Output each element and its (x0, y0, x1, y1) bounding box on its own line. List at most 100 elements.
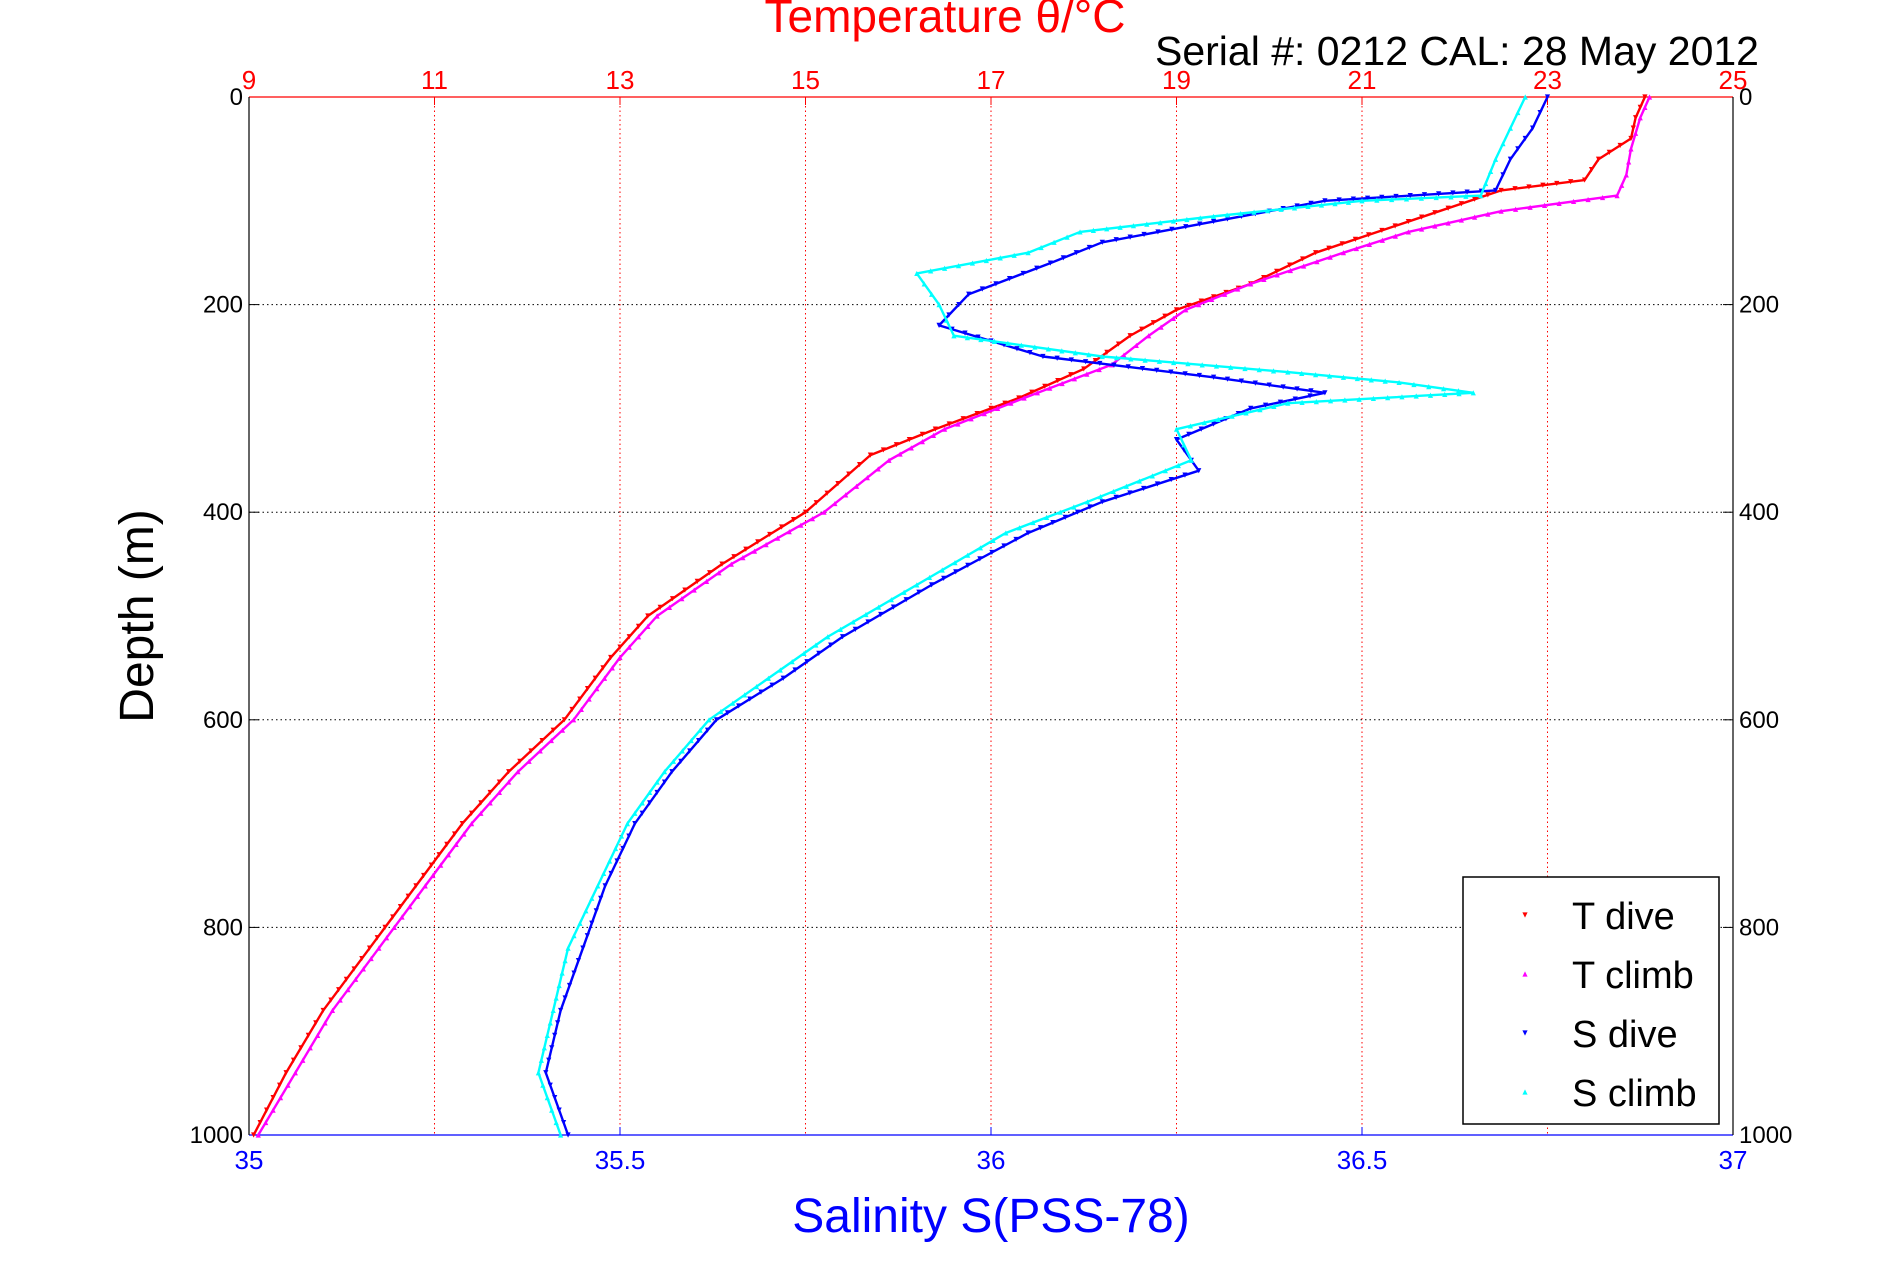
t-dive-marker (264, 1107, 270, 1113)
s-climb-marker (939, 567, 945, 573)
s-climb-marker (742, 692, 748, 698)
s-dive-marker (1379, 194, 1385, 200)
t-climb-marker (1485, 211, 1491, 217)
s-dive-marker (946, 312, 952, 318)
s-dive-marker (546, 1057, 552, 1063)
t-climb-marker (1146, 333, 1152, 339)
t-climb-marker (1327, 254, 1333, 260)
s-dive-marker (1062, 514, 1068, 520)
s-dive-marker (549, 1045, 555, 1051)
s-climb-marker (1492, 156, 1499, 162)
t-climb-marker (1556, 200, 1562, 206)
s-dive-marker (1141, 231, 1147, 238)
s-dive-marker (956, 302, 962, 308)
t-dive-marker (1633, 115, 1639, 121)
s-climb-marker (951, 333, 957, 339)
s-climb-marker (1448, 194, 1454, 200)
s-climb-marker (1313, 372, 1319, 378)
s-climb-marker (553, 1119, 559, 1126)
t-climb-marker (360, 966, 366, 972)
t-dive-marker (1554, 180, 1560, 187)
t-dive-marker (1617, 142, 1623, 149)
depth-tick-label-left: 400 (203, 499, 243, 526)
s-dive-marker (1182, 371, 1188, 377)
t-dive-marker (946, 421, 952, 427)
s-climb-marker (952, 560, 958, 566)
s-climb-marker (1181, 442, 1187, 448)
s-dive-marker (804, 659, 810, 665)
t-climb-marker (487, 800, 493, 806)
legend-box (1462, 876, 1720, 1125)
s-climb-marker (1162, 468, 1168, 474)
t-climb-marker (832, 500, 838, 507)
s-climb-marker (977, 545, 983, 551)
s-dive-marker (571, 970, 577, 976)
t-dive-marker (779, 524, 785, 530)
s-climb-marker (1305, 203, 1311, 210)
s-climb-marker (1478, 193, 1484, 199)
t-dive-marker (517, 758, 523, 764)
t-dive-marker (932, 426, 938, 432)
t-climb-marker (1527, 204, 1533, 210)
s-climb-marker (1326, 373, 1333, 379)
t-dive-marker (1379, 227, 1385, 234)
s-climb-marker (1018, 342, 1024, 348)
t-climb-marker (537, 748, 543, 754)
t-climb-marker (337, 997, 343, 1003)
t-dive-marker (657, 604, 663, 610)
s-dive-marker (1450, 190, 1456, 196)
t-climb-marker (430, 872, 436, 879)
t-dive-marker (320, 1007, 326, 1014)
s-dive-marker (1322, 198, 1328, 204)
t-climb-marker (594, 686, 600, 692)
s-dive-marker (1294, 203, 1300, 209)
s-climb-marker (1345, 199, 1352, 205)
s-dive-marker (552, 1095, 558, 1101)
t-dive-marker (1081, 366, 1087, 372)
s-climb-marker (1025, 250, 1031, 256)
t-dive-marker (397, 904, 404, 910)
s-climb-marker (969, 260, 976, 266)
s-dive-marker (1040, 353, 1046, 360)
s-dive-marker (626, 833, 632, 839)
s-dive-marker (1173, 436, 1180, 443)
s-climb-marker (1442, 391, 1448, 398)
t-climb-marker (886, 457, 892, 463)
t-climb-marker (422, 883, 428, 889)
t-climb-marker (981, 410, 987, 417)
t-climb-marker (919, 439, 925, 445)
t-climb-marker (798, 522, 804, 528)
s-climb-marker (1197, 215, 1203, 221)
s-climb-marker (607, 858, 613, 864)
s-climb-marker (1413, 393, 1419, 399)
s-dive-marker (1248, 405, 1254, 411)
t-climb-marker (438, 862, 444, 868)
t-dive-marker (283, 1070, 289, 1076)
s-dive-marker (936, 322, 942, 328)
s-climb-marker (1285, 369, 1291, 375)
s-dive-marker (593, 908, 599, 914)
s-climb-marker (1427, 392, 1434, 398)
s-dive-marker (687, 748, 693, 754)
t-climb-marker (1458, 217, 1464, 223)
t-dive-marker (592, 675, 598, 681)
s-dive-marker (736, 703, 742, 709)
t-dive-marker (390, 914, 396, 920)
t-dive-marker (405, 893, 411, 899)
s-climb-marker (1038, 244, 1044, 251)
s-dive-marker (1197, 221, 1203, 227)
t-climb-marker (864, 475, 870, 481)
t-climb-marker (1432, 223, 1438, 229)
temperature-tick-label: 21 (1348, 65, 1377, 95)
s-dive-marker (1211, 218, 1217, 225)
t-dive-marker (251, 1132, 257, 1138)
t-dive-marker (359, 955, 365, 962)
t-dive-marker (1458, 201, 1464, 207)
t-dive-marker (906, 436, 912, 443)
temperature-tick-label: 19 (1162, 65, 1191, 95)
s-dive-marker (865, 619, 871, 625)
s-climb-marker (1256, 367, 1262, 373)
legend-label-t-dive: T dive (1572, 896, 1675, 938)
s-dive-marker (1336, 197, 1342, 203)
t-climb-marker (1513, 206, 1519, 212)
